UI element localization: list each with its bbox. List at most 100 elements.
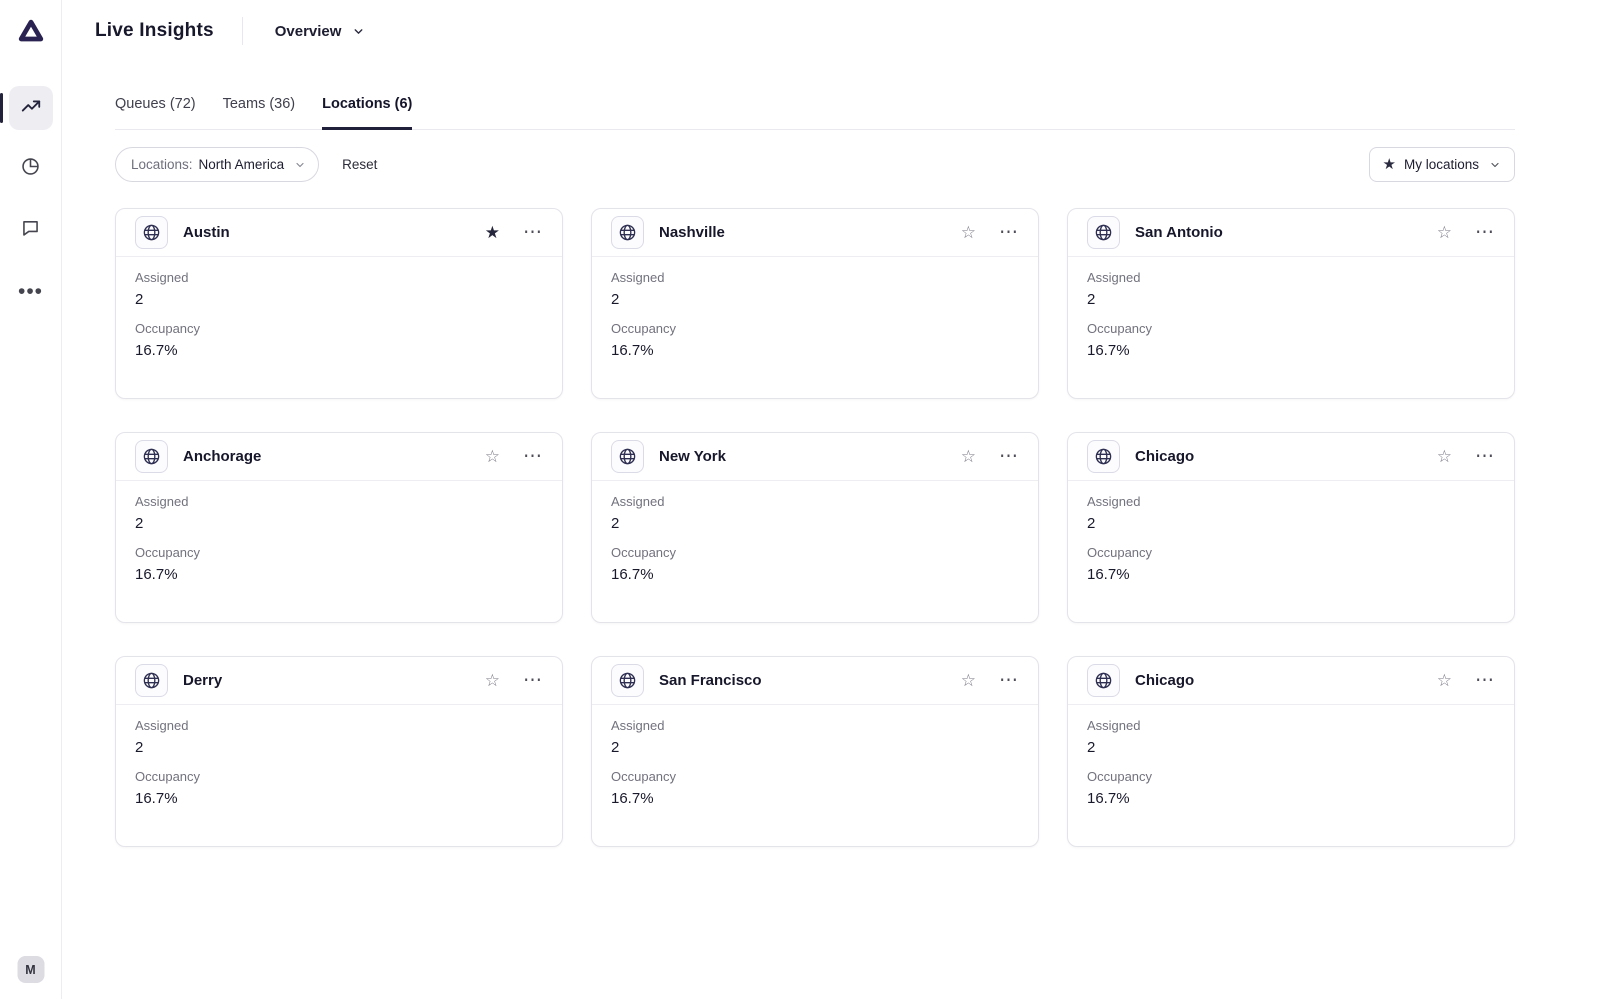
star-icon: ★ <box>1382 156 1396 173</box>
assigned-label: Assigned <box>135 494 189 509</box>
location-name: Derry <box>183 672 223 689</box>
card-actions: ☆ ⋯ <box>961 447 1019 466</box>
my-locations-label: My locations <box>1403 157 1479 172</box>
locations-filter-value: North America <box>198 157 285 172</box>
location-card-body: Assigned 2 Occupancy 16.7% <box>592 481 1038 583</box>
assigned-value: 2 <box>135 739 144 756</box>
card-actions: ☆ ⋯ <box>1437 447 1495 466</box>
card-actions: ☆ ⋯ <box>1437 671 1495 690</box>
location-card-header: Nashville ☆ ⋯ <box>592 209 1038 257</box>
assigned-label: Assigned <box>1087 718 1141 733</box>
location-card-header: Anchorage ☆ ⋯ <box>116 433 562 481</box>
chat-icon <box>20 217 41 243</box>
card-actions: ☆ ⋯ <box>961 671 1019 690</box>
location-name: New York <box>659 448 726 465</box>
more-options-icon[interactable]: ⋯ <box>523 446 543 467</box>
star-icon[interactable]: ☆ <box>960 223 976 242</box>
sidebar: ••• M <box>0 0 62 999</box>
globe-icon <box>1087 216 1120 249</box>
sidebar-item-analytics[interactable] <box>9 147 53 191</box>
more-options-icon[interactable]: ⋯ <box>1475 222 1495 243</box>
location-name: Anchorage <box>183 448 262 465</box>
tab-queues[interactable]: Queues (72) <box>115 96 196 112</box>
tab-teams[interactable]: Teams (36) <box>222 96 296 112</box>
star-icon[interactable]: ☆ <box>484 447 500 466</box>
more-options-icon[interactable]: ⋯ <box>523 670 543 691</box>
pie-chart-icon <box>20 156 41 182</box>
occupancy-value: 16.7% <box>135 342 178 359</box>
occupancy-value: 16.7% <box>1087 790 1130 807</box>
more-options-icon[interactable]: ⋯ <box>999 222 1019 243</box>
star-icon[interactable]: ★ <box>484 223 500 242</box>
locations-grid: Austin ★ ⋯ Assigned 2 Occupancy 16.7% Na… <box>115 208 1515 847</box>
locations-filter-label: Locations: <box>131 157 193 172</box>
my-locations-button[interactable]: ★ My locations <box>1368 147 1515 182</box>
star-icon[interactable]: ☆ <box>484 671 500 690</box>
star-icon[interactable]: ☆ <box>1436 447 1452 466</box>
globe-icon <box>611 216 644 249</box>
reset-button[interactable]: Reset <box>342 157 378 172</box>
sidebar-item-more[interactable]: ••• <box>9 269 53 313</box>
assigned-value: 2 <box>135 515 144 532</box>
card-actions: ★ ⋯ <box>485 223 543 242</box>
location-card-header: Derry ☆ ⋯ <box>116 657 562 705</box>
location-card: Chicago ☆ ⋯ Assigned 2 Occupancy 16.7% <box>1067 432 1515 623</box>
assigned-value: 2 <box>1087 515 1096 532</box>
location-card-body: Assigned 2 Occupancy 16.7% <box>116 705 562 807</box>
star-icon[interactable]: ☆ <box>960 447 976 466</box>
occupancy-label: Occupancy <box>1087 545 1153 560</box>
location-card: San Francisco ☆ ⋯ Assigned 2 Occupancy 1… <box>591 656 1039 847</box>
tab-locations[interactable]: Locations (6) <box>322 96 413 130</box>
assigned-label: Assigned <box>611 494 665 509</box>
more-options-icon[interactable]: ⋯ <box>999 446 1019 467</box>
occupancy-value: 16.7% <box>1087 566 1130 583</box>
globe-icon <box>611 664 644 697</box>
occupancy-label: Occupancy <box>611 545 677 560</box>
location-card-body: Assigned 2 Occupancy 16.7% <box>592 705 1038 807</box>
location-card: Anchorage ☆ ⋯ Assigned 2 Occupancy 16.7% <box>115 432 563 623</box>
star-icon[interactable]: ☆ <box>1436 223 1452 242</box>
topbar: Live Insights Overview <box>62 0 1600 62</box>
location-card-header: San Antonio ☆ ⋯ <box>1068 209 1514 257</box>
star-icon[interactable]: ☆ <box>960 671 976 690</box>
view-selector[interactable]: Overview <box>275 23 366 40</box>
globe-icon <box>135 664 168 697</box>
locations-filter[interactable]: Locations: North America <box>115 147 320 182</box>
chevron-down-icon <box>294 159 306 171</box>
sidebar-item-live-insights[interactable] <box>0 86 53 130</box>
assigned-label: Assigned <box>135 270 189 285</box>
location-card-header: San Francisco ☆ ⋯ <box>592 657 1038 705</box>
location-card-body: Assigned 2 Occupancy 16.7% <box>116 481 562 583</box>
trending-up-icon <box>20 95 42 122</box>
location-card-body: Assigned 2 Occupancy 16.7% <box>592 257 1038 359</box>
more-options-icon[interactable]: ⋯ <box>1475 670 1495 691</box>
location-card: Nashville ☆ ⋯ Assigned 2 Occupancy 16.7% <box>591 208 1039 399</box>
globe-icon <box>135 216 168 249</box>
more-options-icon[interactable]: ⋯ <box>523 222 543 243</box>
active-indicator <box>0 93 3 123</box>
brand-logo[interactable] <box>14 14 48 48</box>
content: Queues (72) Teams (36) Locations (6) Loc… <box>62 62 1600 999</box>
assigned-value: 2 <box>1087 291 1096 308</box>
card-actions: ☆ ⋯ <box>485 671 543 690</box>
page-title: Live Insights <box>95 20 214 41</box>
assigned-label: Assigned <box>135 718 189 733</box>
location-card-header: Chicago ☆ ⋯ <box>1068 657 1514 705</box>
location-card: Austin ★ ⋯ Assigned 2 Occupancy 16.7% <box>115 208 563 399</box>
assigned-label: Assigned <box>611 270 665 285</box>
occupancy-value: 16.7% <box>611 342 654 359</box>
avatar[interactable]: M <box>17 956 44 983</box>
star-icon[interactable]: ☆ <box>1436 671 1452 690</box>
location-card-body: Assigned 2 Occupancy 16.7% <box>1068 705 1514 807</box>
card-actions: ☆ ⋯ <box>1437 223 1495 242</box>
location-card: San Antonio ☆ ⋯ Assigned 2 Occupancy 16.… <box>1067 208 1515 399</box>
sidebar-item-conversations[interactable] <box>9 208 53 252</box>
globe-icon <box>135 440 168 473</box>
occupancy-label: Occupancy <box>1087 769 1153 784</box>
topbar-divider <box>241 17 243 45</box>
occupancy-label: Occupancy <box>1087 321 1153 336</box>
more-options-icon[interactable]: ⋯ <box>999 670 1019 691</box>
more-options-icon[interactable]: ⋯ <box>1475 446 1495 467</box>
assigned-value: 2 <box>611 515 620 532</box>
